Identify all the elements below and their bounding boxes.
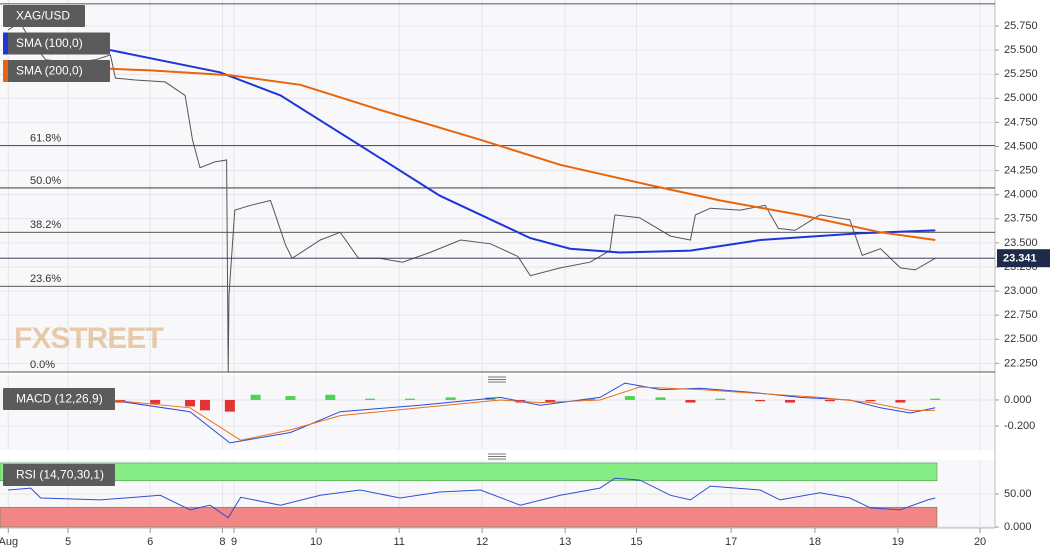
x-tick-label: 9 bbox=[231, 536, 237, 548]
x-tick-label: 18 bbox=[809, 536, 821, 548]
x-tick-label: 17 bbox=[725, 536, 737, 548]
x-tick-label: 12 bbox=[476, 536, 488, 548]
series-line bbox=[8, 21, 936, 373]
y-tick-label: 25.250 bbox=[1004, 68, 1038, 80]
fib-label: 0.0% bbox=[30, 359, 55, 371]
panel-handle[interactable] bbox=[488, 453, 506, 460]
histogram-bar bbox=[199, 399, 210, 411]
y-tick-label: 22.250 bbox=[1004, 357, 1038, 369]
histogram-bar bbox=[715, 398, 726, 400]
x-tick-label: 11 bbox=[393, 536, 404, 548]
main-panel bbox=[0, 0, 995, 373]
histogram-bar bbox=[365, 398, 376, 400]
y-tick-label: 25.500 bbox=[1004, 44, 1038, 56]
histogram-bar bbox=[655, 397, 666, 400]
y-tick-label: 23.000 bbox=[1004, 285, 1038, 297]
histogram-bar bbox=[785, 399, 796, 403]
y-tick-label: 24.750 bbox=[1004, 116, 1038, 128]
fib-label: 100.0% bbox=[30, 0, 68, 3]
histogram-bar bbox=[895, 399, 906, 403]
histogram-bar bbox=[224, 399, 235, 412]
histogram-bar bbox=[250, 394, 261, 400]
legend-label: SMA (200,0) bbox=[16, 64, 83, 78]
y-tick-label: 50.00 bbox=[1004, 488, 1032, 500]
x-tick-label: 15 bbox=[630, 536, 642, 548]
y-tick-label: 24.500 bbox=[1004, 140, 1038, 152]
x-tick-label: 5 bbox=[65, 536, 71, 548]
legend-swatch bbox=[3, 60, 8, 82]
histogram-bar bbox=[930, 398, 941, 400]
legend-label: RSI (14,70,30,1) bbox=[16, 468, 104, 482]
y-tick-label: 24.250 bbox=[1004, 165, 1038, 177]
histogram-bar bbox=[824, 399, 835, 402]
series-line bbox=[8, 477, 936, 519]
histogram-bar bbox=[285, 396, 296, 400]
legend-swatch bbox=[3, 32, 8, 55]
histogram-bar bbox=[685, 399, 696, 403]
last-price-box bbox=[997, 249, 1050, 268]
series-line bbox=[8, 63, 936, 241]
series-line bbox=[8, 41, 936, 254]
rsi-band bbox=[0, 506, 938, 528]
y-tick-label: 0.000 bbox=[1004, 394, 1032, 406]
histogram-bar bbox=[755, 399, 766, 402]
y-tick-label: 23.500 bbox=[1004, 237, 1038, 249]
legend-label: SMA (100,0) bbox=[16, 36, 83, 50]
x-tick-label: 10 bbox=[310, 536, 322, 548]
histogram-bar bbox=[624, 396, 635, 400]
y-tick-label: 22.500 bbox=[1004, 333, 1038, 345]
histogram-bar bbox=[185, 399, 196, 407]
y-tick-label: 24.000 bbox=[1004, 189, 1038, 201]
x-tick-label: 19 bbox=[892, 536, 904, 548]
legend-box bbox=[3, 32, 110, 55]
histogram-bar bbox=[150, 399, 161, 404]
y-tick-label: 23.750 bbox=[1004, 213, 1038, 225]
legend-box bbox=[3, 5, 85, 27]
legend-box bbox=[3, 388, 115, 410]
y-tick-label: -0.200 bbox=[1004, 420, 1035, 432]
histogram-bar bbox=[585, 398, 596, 400]
histogram-bar bbox=[545, 399, 556, 403]
histogram-bar bbox=[325, 394, 336, 400]
y-tick-label: 25.750 bbox=[1004, 20, 1038, 32]
x-tick-label: 6 bbox=[147, 536, 153, 548]
fib-label: 50.0% bbox=[30, 175, 61, 187]
panel-content: 0.000 -0.200 bbox=[0, 375, 1035, 450]
fib-label: 61.8% bbox=[30, 132, 61, 144]
x-tick-label: Aug bbox=[0, 536, 18, 548]
x-tick-label: 13 bbox=[559, 536, 571, 548]
y-tick-label: 25.000 bbox=[1004, 92, 1038, 104]
legend-box bbox=[3, 60, 110, 82]
y-tick-label: 22.750 bbox=[1004, 309, 1038, 321]
watermark: FXSTREET bbox=[14, 322, 163, 355]
fib-label: 23.6% bbox=[30, 273, 61, 285]
legend-label: XAG/USD bbox=[16, 9, 70, 23]
histogram-bar bbox=[404, 398, 415, 400]
series-line bbox=[8, 386, 936, 441]
histogram-bar bbox=[445, 397, 456, 400]
last-price-label: 23.341 bbox=[1003, 253, 1037, 265]
rsi-band bbox=[0, 462, 938, 482]
legend-label: MACD (12,26,9) bbox=[16, 392, 103, 406]
panel-handle[interactable] bbox=[488, 376, 506, 383]
legend-box bbox=[3, 464, 115, 486]
x-tick-label: 8 bbox=[219, 536, 225, 548]
y-tick-label: 0.000 bbox=[1004, 521, 1032, 533]
x-tick-label: 20 bbox=[974, 536, 986, 548]
histogram-bar bbox=[865, 399, 876, 402]
fib-label: 38.2% bbox=[30, 219, 61, 231]
macd-panel bbox=[0, 375, 995, 450]
